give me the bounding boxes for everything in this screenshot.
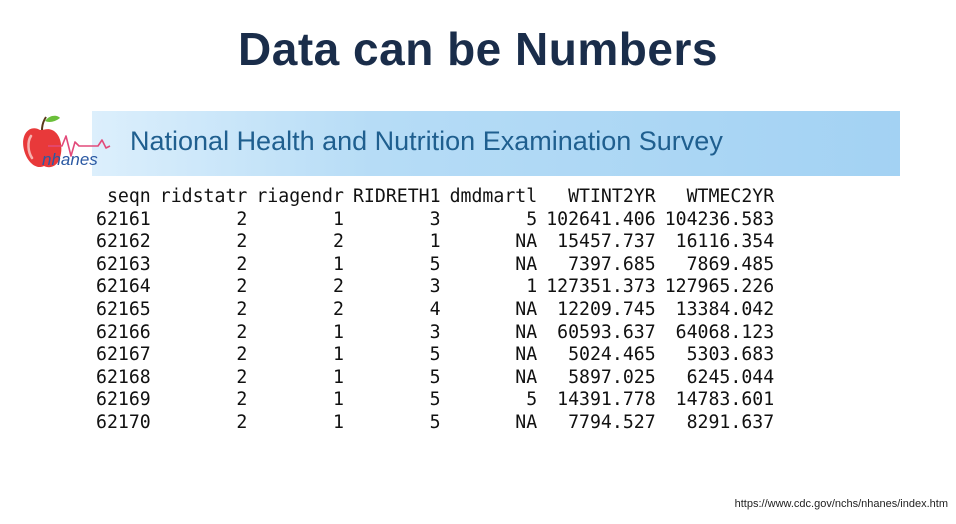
- column-header: riagendr: [256, 186, 344, 207]
- column-header: WTMEC2YR: [686, 186, 775, 207]
- table-cell: 102641.406: [546, 208, 656, 230]
- table-cell: 62170: [96, 411, 151, 433]
- table-cell: 5897.025: [568, 366, 656, 388]
- table-cell: 64068.123: [675, 321, 775, 343]
- table-cell: 12209.745: [557, 298, 656, 320]
- table-header-row: seqn ridstatr riagendr RIDRETH1 dmdmartl…: [96, 186, 774, 209]
- table-cell: 2: [236, 298, 248, 320]
- column-header: RIDRETH1: [352, 186, 441, 207]
- table-row: 62162 2 2 1 NA 15457.737 16116.354: [96, 231, 774, 254]
- table-cell: 2: [333, 276, 344, 298]
- table-cell: 2: [236, 231, 248, 253]
- table-cell: 62168: [96, 366, 151, 388]
- table-cell: 2: [236, 253, 248, 275]
- table-row: 62169 2 1 5 5 14391.778 14783.601: [96, 389, 774, 412]
- table-cell: 62161: [96, 208, 151, 230]
- table-cell: NA: [515, 253, 538, 275]
- table-cell: 5: [526, 208, 538, 230]
- table-cell: 5: [429, 389, 441, 411]
- column-header: WTINT2YR: [568, 186, 656, 207]
- data-table: seqn ridstatr riagendr RIDRETH1 dmdmartl…: [96, 186, 774, 435]
- column-header: seqn: [106, 186, 151, 207]
- table-cell: 7397.685: [568, 253, 656, 275]
- table-cell: 5: [429, 253, 441, 275]
- table-body: 62161 2 1 3 5 102641.406 104236.583 62162 2 2 1 NA 1…: [96, 209, 774, 435]
- table-cell: 5: [429, 344, 441, 366]
- table-cell: 14783.601: [675, 389, 775, 411]
- table-cell: 7794.527: [568, 411, 656, 433]
- table-row: 62163 2 1 5 NA 7397.685 7869.485: [96, 254, 774, 277]
- banner-title: National Health and Nutrition Examinatio…: [130, 126, 723, 156]
- table-cell: NA: [515, 231, 538, 253]
- source-url: https://www.cdc.gov/nchs/nhanes/index.ht…: [734, 498, 948, 510]
- table-cell: 1: [333, 366, 344, 388]
- table-cell: 3: [429, 208, 441, 230]
- table-cell: 62169: [96, 389, 151, 411]
- table-cell: NA: [515, 366, 538, 388]
- table-cell: 1: [333, 208, 344, 230]
- table-cell: 1: [333, 411, 344, 433]
- table-cell: 5: [429, 411, 441, 433]
- table-cell: 2: [236, 276, 248, 298]
- table-row: 62168 2 1 5 NA 5897.025 6245.044: [96, 367, 774, 390]
- table-cell: 1: [333, 253, 344, 275]
- table-cell: 2: [236, 208, 248, 230]
- table-cell: 1: [526, 276, 538, 298]
- table-row: 62166 2 1 3 NA 60593.637 64068.123: [96, 322, 774, 345]
- column-header: ridstatr: [159, 186, 248, 207]
- survey-banner: [92, 111, 900, 176]
- table-row: 62165 2 2 4 NA 12209.745 13384.042: [96, 299, 774, 322]
- table-cell: 127351.373: [546, 276, 656, 298]
- table-cell: 2: [236, 366, 248, 388]
- table-cell: 2: [236, 411, 248, 433]
- table-cell: 1: [333, 344, 344, 366]
- table-cell: 6245.044: [686, 366, 775, 388]
- table-cell: 2: [236, 344, 248, 366]
- table-cell: 60593.637: [557, 321, 656, 343]
- table-cell: 62166: [96, 321, 151, 343]
- table-cell: 2: [333, 231, 344, 253]
- table-cell: 62162: [96, 231, 151, 253]
- table-cell: 2: [236, 321, 248, 343]
- table-cell: 5024.465: [568, 344, 656, 366]
- table-cell: 62167: [96, 344, 151, 366]
- column-header: dmdmartl: [449, 186, 538, 207]
- table-cell: 5: [429, 366, 441, 388]
- table-cell: 13384.042: [675, 298, 775, 320]
- table-cell: 104236.583: [664, 208, 775, 230]
- table-row: 62164 2 2 3 1 127351.373 127965.226: [96, 276, 774, 299]
- table-cell: 3: [429, 321, 441, 343]
- table-cell: NA: [515, 321, 538, 343]
- table-cell: 1: [333, 321, 344, 343]
- table-cell: 14391.778: [557, 389, 656, 411]
- slide-title: Data can be Numbers: [238, 23, 718, 75]
- table-cell: NA: [515, 344, 538, 366]
- table-cell: 2: [333, 298, 344, 320]
- table-row: 62161 2 1 3 5 102641.406 104236.583: [96, 209, 774, 232]
- table-cell: 3: [429, 276, 441, 298]
- table-cell: 1: [429, 231, 441, 253]
- table-cell: 15457.737: [557, 231, 656, 253]
- logo-wordmark: nhanes: [42, 150, 98, 169]
- table-cell: 7869.485: [686, 253, 775, 275]
- table-cell: 62163: [96, 253, 151, 275]
- table-cell: 8291.637: [686, 411, 775, 433]
- table-row: 62167 2 1 5 NA 5024.465 5303.683: [96, 344, 774, 367]
- table-cell: NA: [515, 411, 538, 433]
- table-cell: 62164: [96, 276, 151, 298]
- table-cell: 4: [429, 298, 441, 320]
- table-cell: 16116.354: [675, 231, 775, 253]
- table-cell: 127965.226: [664, 276, 775, 298]
- table-cell: 62165: [96, 298, 151, 320]
- apple-heartbeat-logo-icon: [23, 115, 111, 168]
- table-cell: 1: [333, 389, 344, 411]
- table-cell: 5303.683: [686, 344, 775, 366]
- table-cell: 5: [526, 389, 538, 411]
- table-cell: NA: [515, 298, 538, 320]
- table-row: 62170 2 1 5 NA 7794.527 8291.637: [96, 412, 774, 435]
- table-cell: 2: [236, 389, 248, 411]
